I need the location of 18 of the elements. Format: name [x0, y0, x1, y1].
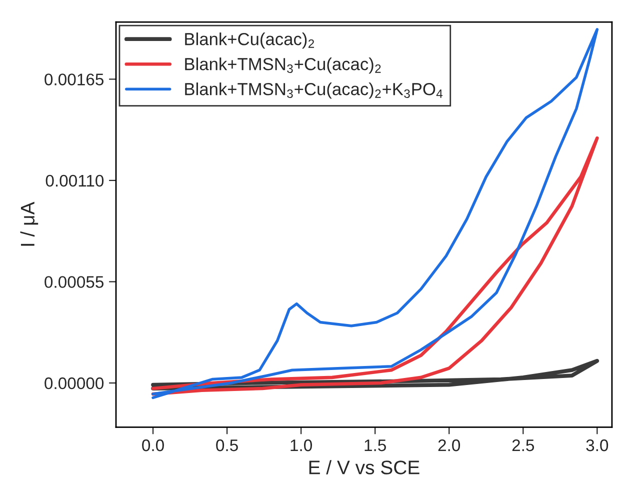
x-tick-label: 0.0: [142, 439, 164, 452]
x-axis-title: E / V vs SCE: [309, 460, 420, 474]
x-tick-label: 1.5: [364, 440, 386, 452]
line-series: [151, 136, 599, 396]
legend-label: Blank+TMSN$_{3}$+Cu(acac)$_{2}$+K$_{3}$PO$_{4}$: [185, 82, 443, 99]
x-tick-label: 2.5: [512, 439, 534, 452]
y-tick-label: 0.00110: [46, 174, 104, 187]
x-tick-label: 3.0: [586, 439, 608, 452]
x-tick-label: 0.5: [216, 439, 238, 452]
y-tick-label: 0.00055: [44, 276, 104, 288]
y-axis-title: I / μA: [20, 202, 38, 246]
y-tick-label: 0.00165: [44, 74, 104, 86]
x-tick-label: 1.0: [290, 439, 312, 452]
legend-label: Blank+TMSN$_{3}$+Cu(acac)$_{2}$: [185, 58, 381, 74]
legend-label: Blank+Cu(acac)$_{2}$: [185, 32, 314, 49]
line-series: [152, 28, 599, 400]
x-tick-label: 2.0: [438, 439, 460, 452]
y-tick-label: 0.00000: [44, 377, 104, 390]
